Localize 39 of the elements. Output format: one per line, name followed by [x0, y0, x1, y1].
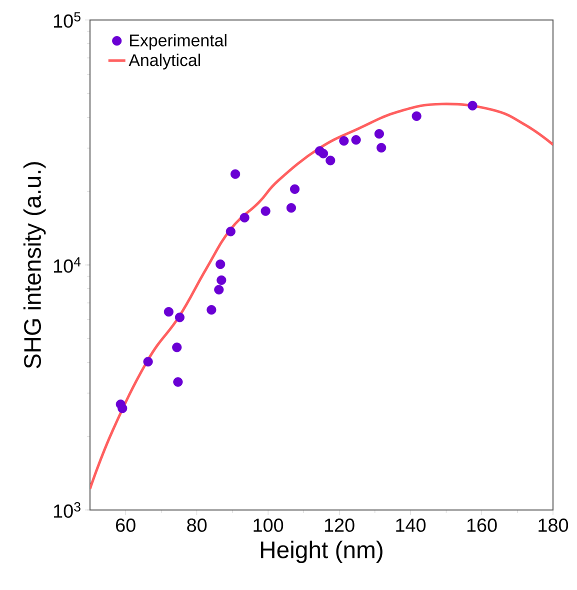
point	[164, 307, 174, 317]
y-tick-label: 10$^{4}$	[54, 257, 81, 273]
point	[230, 169, 240, 179]
y-tick-label: 10$^{3}$	[54, 502, 80, 518]
point	[214, 284, 224, 294]
legend-label: Experimental	[130, 34, 226, 50]
y-tick-label: 10$^{5}$	[54, 12, 80, 28]
x-tick-label: 60	[116, 518, 136, 532]
point	[206, 305, 216, 315]
x-axis-title: Height (nm)	[261, 540, 382, 564]
point	[374, 129, 384, 139]
x-tick-label: 100	[254, 518, 284, 532]
point	[240, 212, 250, 222]
point	[468, 100, 478, 110]
legend-label: Analytical	[128, 54, 200, 70]
point	[412, 111, 422, 121]
point	[118, 404, 128, 414]
point	[326, 156, 336, 166]
point	[216, 259, 226, 270]
x-tick-label: 140	[396, 518, 426, 532]
x-tick-label: 160	[467, 518, 497, 532]
point	[260, 206, 270, 216]
y-axis-title: SHG intensity (a.u.)	[23, 162, 46, 368]
line-series	[90, 102, 553, 490]
point	[376, 142, 386, 153]
point	[173, 377, 183, 387]
point	[174, 312, 185, 322]
point	[286, 203, 296, 213]
x-tick-label: 80	[187, 518, 207, 532]
point	[226, 226, 236, 236]
point	[318, 148, 328, 158]
point	[143, 356, 153, 366]
point	[172, 342, 182, 352]
point	[216, 275, 226, 285]
point	[351, 135, 361, 145]
point	[339, 136, 349, 146]
x-tick-label: 180	[538, 518, 568, 532]
x-tick-label: 120	[324, 518, 354, 532]
point	[290, 184, 300, 194]
